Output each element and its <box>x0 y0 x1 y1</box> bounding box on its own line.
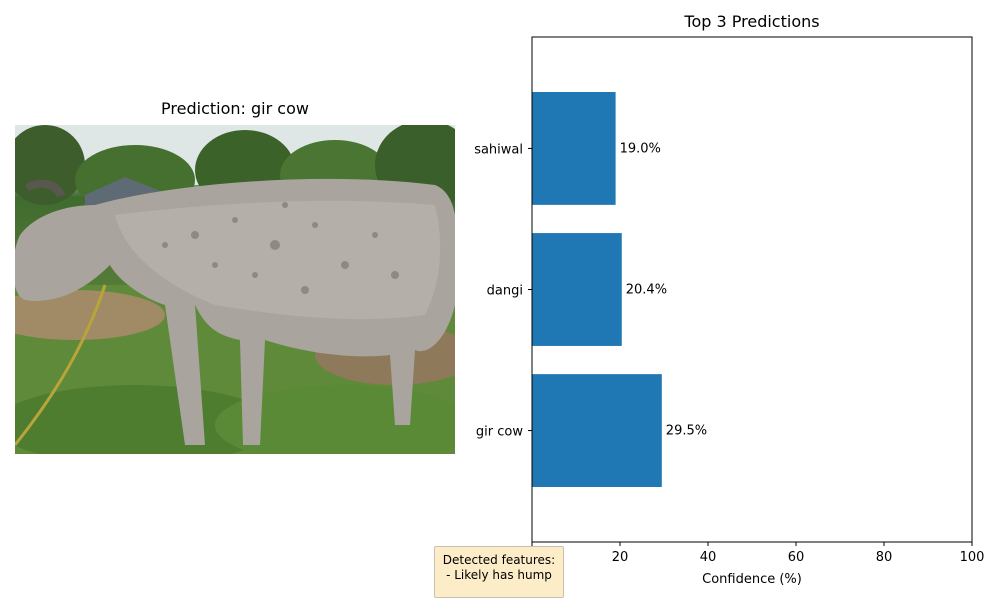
x-axis-label: Confidence (%) <box>702 572 802 587</box>
y-tick-label: gir cow <box>476 425 523 440</box>
chart-title: Top 3 Predictions <box>684 12 820 31</box>
prediction-title: Prediction: gir cow <box>161 99 309 118</box>
bar-gir-cow <box>532 374 662 487</box>
feature-item: - Likely has hump <box>446 568 552 582</box>
y-tick-label: sahiwal <box>474 142 523 157</box>
x-tick-label: 40 <box>700 550 717 565</box>
x-tick-label: 20 <box>612 550 629 565</box>
y-tick-label: dangi <box>487 284 523 299</box>
bar-value-label: 29.5% <box>666 424 707 439</box>
x-tick-label: 60 <box>788 550 805 565</box>
cow-photo <box>15 125 455 454</box>
cow-photo-illustration <box>15 125 455 454</box>
features-heading: Detected features: <box>442 553 556 567</box>
bar-dangi <box>532 233 622 346</box>
bar-value-label: 20.4% <box>626 283 667 298</box>
x-tick-label: 80 <box>876 550 893 565</box>
axes-frame <box>531 36 973 543</box>
detected-features-box: Detected features: - Likely has hump <box>434 546 564 598</box>
bar-value-label: 19.0% <box>620 141 661 156</box>
bar-sahiwal <box>532 92 616 205</box>
x-tick-label: 100 <box>960 550 985 565</box>
